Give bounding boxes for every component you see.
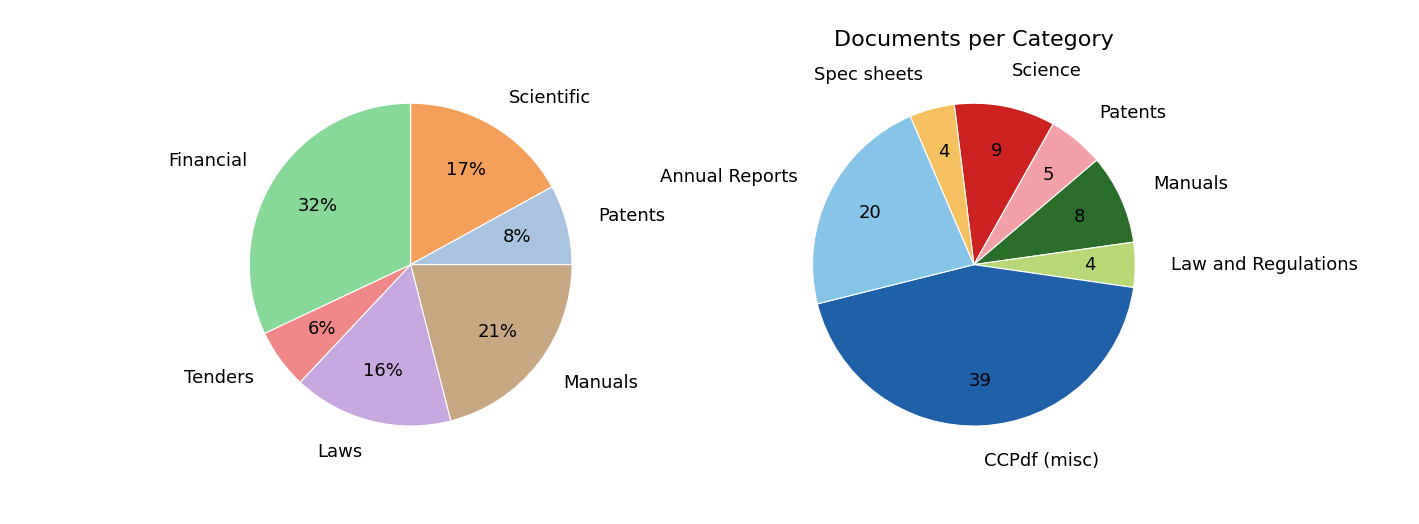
Text: 16%: 16% — [363, 362, 403, 380]
Wedge shape — [817, 265, 1134, 426]
Text: 8: 8 — [1074, 208, 1086, 226]
Text: Science: Science — [1012, 62, 1083, 81]
Wedge shape — [410, 187, 572, 265]
Text: 6%: 6% — [308, 320, 336, 338]
Text: 9: 9 — [990, 141, 1002, 160]
Wedge shape — [911, 104, 973, 265]
Text: 21%: 21% — [477, 323, 518, 341]
Wedge shape — [813, 116, 973, 304]
Text: 20: 20 — [858, 204, 881, 222]
Text: 4: 4 — [1084, 256, 1095, 274]
Text: 4: 4 — [938, 144, 949, 161]
Text: Manuals: Manuals — [563, 374, 639, 392]
Text: Laws: Laws — [318, 443, 362, 461]
Text: Patents: Patents — [599, 208, 666, 225]
Wedge shape — [973, 160, 1134, 265]
Text: Manuals: Manuals — [1154, 175, 1229, 193]
Text: Financial: Financial — [167, 152, 247, 170]
Wedge shape — [264, 265, 410, 383]
Wedge shape — [410, 103, 552, 265]
Title: Documents per Category: Documents per Category — [834, 30, 1114, 50]
Wedge shape — [410, 265, 572, 421]
Text: 39: 39 — [968, 372, 992, 390]
Text: 32%: 32% — [298, 197, 338, 215]
Text: CCPdf (misc): CCPdf (misc) — [983, 452, 1100, 470]
Text: 17%: 17% — [447, 161, 487, 179]
Wedge shape — [973, 124, 1097, 265]
Wedge shape — [973, 242, 1135, 288]
Text: Annual Reports: Annual Reports — [660, 168, 797, 186]
Wedge shape — [250, 103, 410, 333]
Text: Spec sheets: Spec sheets — [813, 66, 922, 83]
Text: 8%: 8% — [502, 228, 531, 246]
Text: Law and Regulations: Law and Regulations — [1171, 256, 1358, 274]
Text: 5: 5 — [1042, 166, 1053, 184]
Text: Tenders: Tenders — [184, 369, 254, 387]
Wedge shape — [301, 265, 451, 426]
Text: Patents: Patents — [1100, 104, 1166, 122]
Wedge shape — [954, 103, 1053, 265]
Text: Scientific: Scientific — [509, 89, 592, 107]
